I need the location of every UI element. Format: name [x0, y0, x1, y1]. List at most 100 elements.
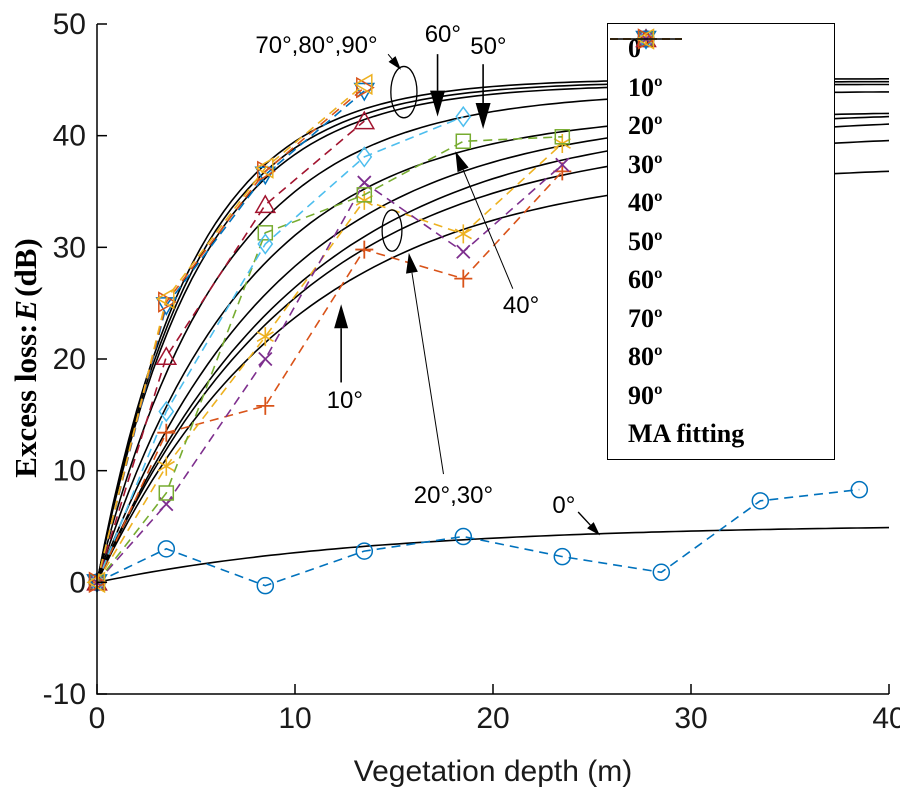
y-axis-label: Excess loss:E(dB)	[8, 238, 44, 477]
annotation-0: 0°	[552, 492, 600, 536]
marker-circle	[553, 547, 572, 566]
annotation-arrow-head	[430, 90, 446, 117]
annotation-arrow-head	[475, 102, 491, 129]
x-tick-label: 10	[278, 702, 311, 735]
marker-circle	[454, 527, 473, 546]
legend-item-80: 80º	[610, 28, 834, 374]
series-line	[96, 142, 563, 583]
legend-label-60: 60º	[628, 265, 663, 294]
annotation-label: 70°,80°,90°	[255, 32, 377, 59]
annotation-label: 50°	[470, 33, 506, 60]
y-axis-label-unit: (dB)	[8, 238, 43, 297]
legend-item-50: 50º	[610, 28, 834, 259]
marker-circle	[157, 540, 176, 558]
marker-diamond	[356, 146, 373, 168]
series-30	[89, 157, 570, 590]
y-tick-label: -10	[43, 678, 86, 711]
legend-label-mafitting: MA fitting	[628, 419, 745, 448]
y-tick-label: 50	[53, 8, 86, 41]
marker-plus	[157, 423, 176, 442]
y-axis-label-symbol: E	[8, 299, 43, 321]
legend-item-60: 60º	[610, 28, 834, 297]
legend-item-mafitting: MA fitting	[610, 38, 834, 451]
series-70	[86, 82, 376, 593]
marker-circle	[355, 542, 374, 560]
marker-asterisk	[454, 224, 472, 244]
annotation-ellipse	[390, 65, 418, 119]
marker-x	[258, 351, 273, 367]
annotation-label: 10°	[327, 387, 363, 414]
marker-circle	[652, 563, 671, 582]
marker-square	[554, 129, 571, 145]
marker-triangle-up	[353, 110, 376, 130]
legend-item-90: 90º	[610, 28, 834, 413]
marker-x	[456, 244, 471, 259]
y-axis-label-text: Excess loss:	[8, 323, 43, 478]
marker-circle	[751, 492, 770, 510]
annotation-arrow-head	[406, 252, 418, 274]
marker-square	[158, 485, 175, 501]
legend-item-40: 40º	[610, 31, 834, 220]
marker-triangle-right	[356, 76, 375, 99]
legend-label-40: 40º	[628, 188, 663, 217]
series-line	[96, 115, 464, 583]
marker-diamond	[455, 105, 472, 128]
series-40	[89, 129, 571, 591]
annotation-708090: 70°,80°,90°	[255, 32, 418, 119]
marker-square	[455, 133, 472, 149]
annotation-arrow-line	[462, 169, 514, 289]
marker-triangle-up	[155, 346, 178, 366]
y-tick-label: 30	[53, 231, 86, 264]
legend-label-50: 50º	[628, 226, 663, 256]
y-tick-label: 10	[53, 455, 86, 488]
legend-item-30: 30º	[610, 31, 834, 182]
series-90	[86, 73, 373, 594]
marker-square	[356, 187, 373, 203]
annotation-arrow-head	[587, 522, 600, 536]
marker-asterisk	[256, 327, 274, 347]
marker-circle	[850, 480, 869, 499]
legend-label-10: 10º	[628, 72, 663, 102]
annotation-arrow-head	[334, 304, 349, 329]
marker-triangle-left	[155, 287, 175, 310]
ma-curve-0	[96, 526, 890, 584]
marker-plus	[454, 269, 473, 288]
annotation-label: 20°,30°	[414, 482, 493, 509]
legend-label-90: 90º	[628, 380, 663, 410]
marker-diamond	[158, 400, 175, 423]
marker-x	[357, 175, 372, 190]
series-line	[96, 86, 365, 583]
annotation-label: 60°	[425, 21, 461, 48]
legend-item-10: 10º	[610, 30, 834, 105]
legend-sample-mafitting	[610, 38, 682, 40]
marker-triangle-up	[254, 194, 277, 214]
legend: 0º 10º 20º 30º 40º 50º 60º 70º 80º 90º MA fitting	[607, 23, 835, 460]
legend-label-20: 20º	[628, 111, 663, 140]
annotation-2030: 20°,30°	[381, 209, 493, 509]
legend-label-70: 70º	[628, 303, 663, 333]
x-tick-label: 0	[89, 702, 106, 735]
annotation-40: 40°	[455, 151, 539, 319]
x-tick-label: 30	[674, 702, 707, 735]
series-line	[96, 136, 563, 583]
series-line	[96, 164, 563, 583]
series-50	[89, 105, 472, 594]
legend-item-70: 70º	[610, 30, 834, 336]
y-tick-label: 20	[53, 343, 86, 376]
marker-x	[555, 157, 570, 172]
annotation-ellipse	[381, 209, 403, 252]
marker-asterisk	[157, 456, 175, 476]
series-line	[96, 170, 563, 583]
y-tick-label: 40	[53, 120, 86, 153]
marker-triangle-left	[353, 73, 373, 96]
annotation-label: 0°	[552, 492, 575, 519]
marker-plus	[256, 396, 275, 415]
x-tick-label: 40	[872, 702, 900, 735]
legend-item-20: 20º	[610, 29, 834, 143]
annotation-arrow-line	[387, 53, 393, 60]
annotations: 70°,80°,90° 60° 50° 40° 20°,30° 10° 0°	[255, 21, 600, 536]
annotation-arrow-line	[577, 511, 591, 526]
annotation-60: 60°	[425, 21, 461, 117]
annotation-10: 10°	[327, 304, 363, 414]
